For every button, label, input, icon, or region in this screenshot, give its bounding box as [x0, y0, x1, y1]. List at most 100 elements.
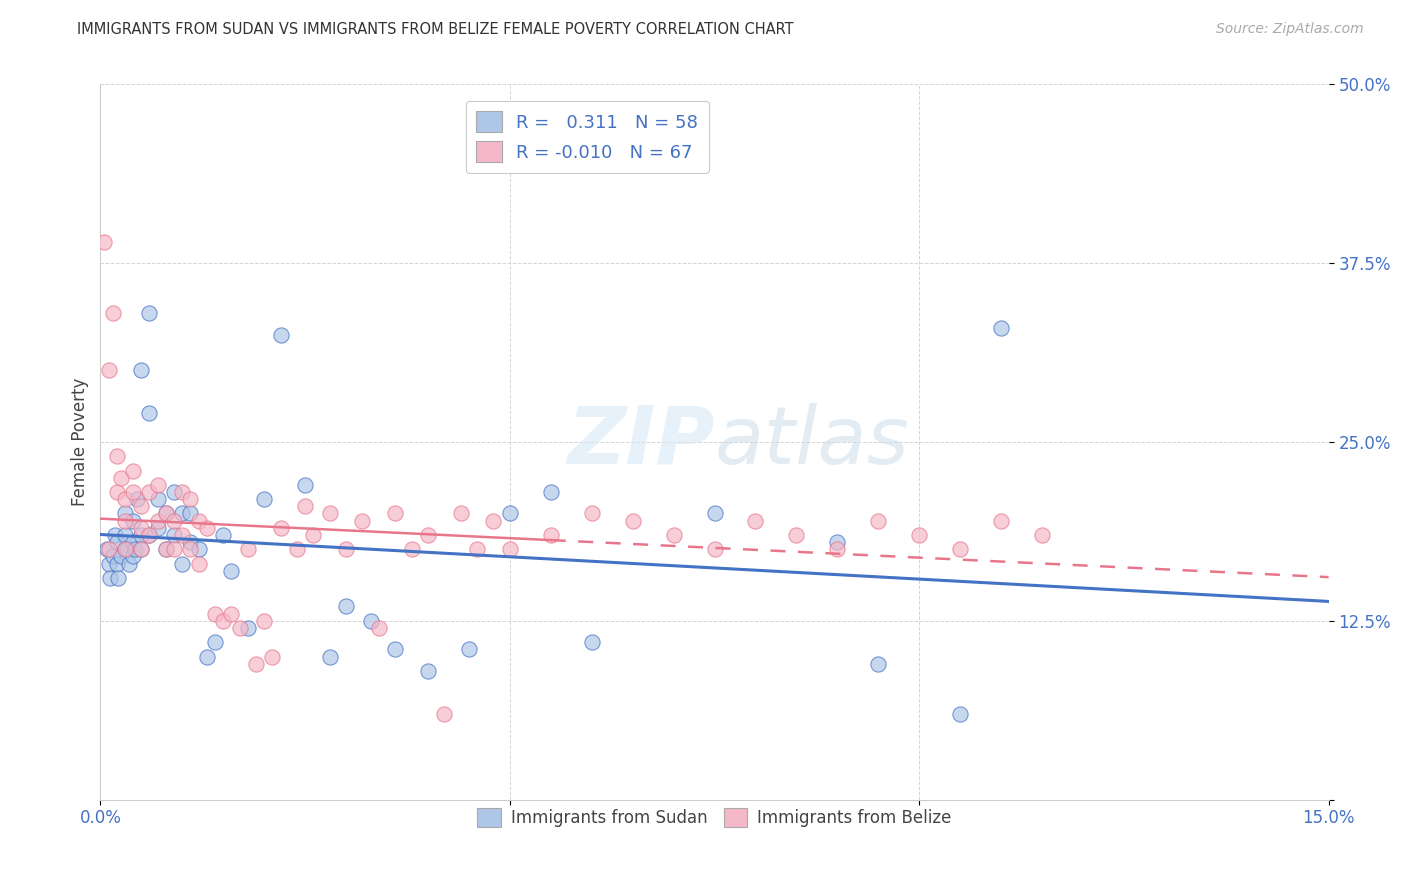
Point: [450, 507, 472, 521]
Point: [155, 507, 177, 521]
Point: [105, 485, 128, 500]
Point: [114, 542, 136, 557]
Point: [138, 528, 160, 542]
Point: [384, 642, 406, 657]
Point: [908, 528, 931, 542]
Point: [245, 657, 267, 671]
Point: [294, 478, 316, 492]
Point: [129, 542, 152, 557]
Point: [318, 649, 340, 664]
Point: [155, 542, 177, 557]
Point: [146, 521, 169, 535]
Point: [744, 514, 766, 528]
Y-axis label: Female Poverty: Female Poverty: [72, 378, 89, 506]
Point: [401, 542, 423, 557]
Point: [122, 535, 145, 549]
Legend: Immigrants from Sudan, Immigrants from Belize: Immigrants from Sudan, Immigrants from B…: [471, 802, 959, 834]
Point: [540, 485, 562, 500]
Point: [129, 521, 152, 535]
Point: [195, 521, 218, 535]
Point: [827, 535, 849, 549]
Point: [703, 507, 725, 521]
Point: [129, 542, 152, 557]
Point: [221, 564, 243, 578]
Point: [105, 557, 128, 571]
Point: [104, 528, 127, 542]
Point: [785, 528, 807, 542]
Point: [97, 363, 120, 377]
Point: [990, 514, 1012, 528]
Point: [101, 549, 124, 564]
Point: [416, 664, 439, 678]
Point: [949, 706, 972, 721]
Point: [146, 492, 169, 507]
Point: [163, 542, 186, 557]
Text: IMMIGRANTS FROM SUDAN VS IMMIGRANTS FROM BELIZE FEMALE POVERTY CORRELATION CHART: IMMIGRANTS FROM SUDAN VS IMMIGRANTS FROM…: [77, 22, 794, 37]
Point: [499, 542, 522, 557]
Point: [122, 514, 145, 528]
Point: [114, 542, 136, 557]
Point: [335, 542, 357, 557]
Point: [98, 571, 121, 585]
Point: [129, 500, 152, 514]
Point: [118, 557, 141, 571]
Point: [294, 500, 316, 514]
Point: [163, 485, 186, 500]
Point: [179, 507, 201, 521]
Point: [433, 706, 456, 721]
Point: [129, 528, 152, 542]
Point: [146, 514, 169, 528]
Point: [129, 363, 152, 377]
Point: [949, 542, 972, 557]
Point: [127, 492, 149, 507]
Point: [285, 542, 308, 557]
Point: [138, 406, 160, 420]
Point: [172, 528, 194, 542]
Point: [212, 528, 235, 542]
Point: [204, 635, 226, 649]
Point: [105, 450, 128, 464]
Point: [163, 514, 186, 528]
Point: [110, 471, 132, 485]
Point: [172, 507, 194, 521]
Point: [93, 235, 115, 249]
Point: [482, 514, 505, 528]
Point: [703, 542, 725, 557]
Point: [97, 542, 120, 557]
Point: [270, 521, 292, 535]
Point: [465, 542, 488, 557]
Point: [868, 514, 890, 528]
Point: [163, 528, 186, 542]
Text: ZIP: ZIP: [567, 403, 714, 481]
Text: atlas: atlas: [714, 403, 910, 481]
Point: [172, 557, 194, 571]
Point: [253, 614, 276, 628]
Point: [827, 542, 849, 557]
Point: [335, 599, 357, 614]
Point: [187, 542, 209, 557]
Point: [318, 507, 340, 521]
Point: [581, 507, 603, 521]
Point: [621, 514, 644, 528]
Point: [114, 528, 136, 542]
Point: [138, 485, 160, 500]
Point: [122, 464, 145, 478]
Point: [105, 535, 128, 549]
Point: [540, 528, 562, 542]
Point: [236, 621, 259, 635]
Point: [868, 657, 890, 671]
Point: [384, 507, 406, 521]
Point: [138, 528, 160, 542]
Point: [114, 492, 136, 507]
Point: [110, 549, 132, 564]
Point: [1031, 528, 1053, 542]
Point: [96, 542, 118, 557]
Point: [114, 514, 136, 528]
Point: [581, 635, 603, 649]
Point: [499, 507, 522, 521]
Point: [146, 478, 169, 492]
Point: [662, 528, 685, 542]
Point: [187, 557, 209, 571]
Point: [360, 614, 382, 628]
Point: [253, 492, 276, 507]
